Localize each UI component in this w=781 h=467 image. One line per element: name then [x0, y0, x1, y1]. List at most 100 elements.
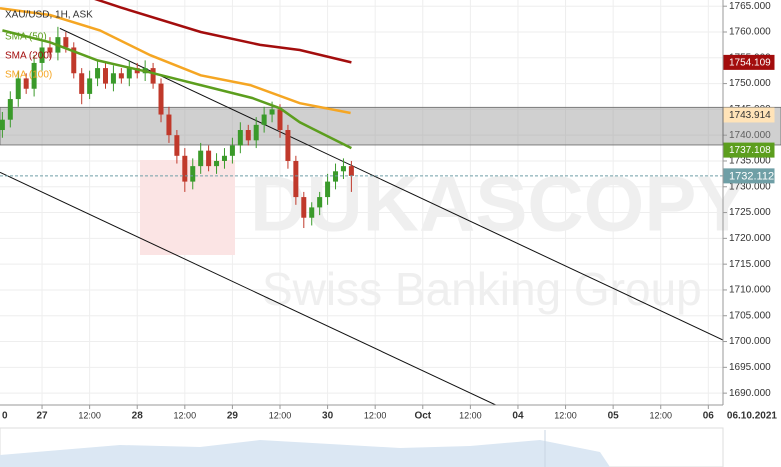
candle-body	[110, 73, 116, 84]
candle-body	[245, 130, 251, 141]
grid	[0, 0, 723, 405]
price-tag	[723, 107, 775, 123]
price-tag	[723, 54, 775, 70]
candle-body	[229, 145, 235, 156]
legend: XAU/USD, 1H, ASK SMA (50) SMA (200) SMA (1…	[5, 10, 93, 81]
x-tick-label: 12:00	[649, 410, 672, 420]
candle-body	[79, 73, 85, 94]
y-tick-label: 1735.000	[729, 156, 771, 167]
legend-entry: SMA (50)	[5, 32, 47, 43]
candle-body	[206, 150, 212, 167]
x-tick-label: 30	[322, 411, 334, 422]
candle-body	[309, 207, 315, 218]
trend-line	[0, 171, 496, 405]
y-tick-label: 1700.000	[729, 336, 771, 347]
candle-body	[214, 160, 220, 167]
candle-body	[7, 99, 13, 120]
x-tick-label: 06.10.2021	[727, 411, 777, 422]
y-tick-label: 1710.000	[729, 285, 771, 296]
candle-body	[15, 78, 21, 100]
candle-body	[333, 171, 339, 182]
candle-body	[348, 166, 354, 176]
candle-body	[317, 197, 323, 208]
price-tag-label: 1754.109	[729, 58, 771, 69]
x-tick-label: 06	[703, 411, 715, 422]
x-tick-label: 0	[2, 411, 8, 422]
price-tag	[723, 168, 775, 184]
y-tick-label: 1695.000	[729, 362, 771, 373]
navigator	[0, 427, 724, 467]
candle-body	[293, 160, 299, 198]
candle-body	[87, 78, 93, 94]
y-tick-label: 1765.000	[729, 1, 771, 12]
candle-body	[285, 130, 291, 161]
x-tick-label: 28	[132, 411, 144, 422]
candle-body	[269, 109, 275, 115]
candle-body	[277, 109, 283, 131]
candle-body	[325, 181, 331, 198]
candle-body	[166, 114, 172, 136]
candle-body	[182, 155, 188, 182]
sma-line	[2, 29, 352, 150]
x-tick-label: 05	[608, 411, 620, 422]
x-tick-label: 27	[36, 411, 48, 422]
candle-body	[31, 62, 37, 89]
x-tick-label: 04	[512, 411, 524, 422]
candle-body	[126, 68, 132, 79]
sma-line	[0, 7, 351, 115]
x-tick-label: Oct	[414, 411, 431, 422]
chart-title: XAU/USD, 1H, ASK	[5, 10, 93, 21]
x-tick-label: 12:00	[459, 410, 482, 420]
candle-body	[118, 73, 124, 79]
candle-body	[340, 166, 346, 172]
legend-entry: SMA (200)	[5, 51, 52, 62]
x-tick-label: 12:00	[78, 410, 101, 420]
x-tick-label: 12:00	[554, 410, 577, 420]
y-tick-label: 1750.000	[729, 78, 771, 89]
x-tick-label: 12:00	[174, 410, 197, 420]
candle-body	[23, 78, 29, 89]
candle-body	[71, 47, 77, 74]
y-tick-label: 1690.000	[729, 388, 771, 399]
legend-entry: SMA (100)	[5, 70, 52, 81]
y-tick-label: 1760.000	[729, 27, 771, 38]
candle-body	[95, 68, 101, 79]
navigator-area	[0, 440, 610, 467]
candle-body	[39, 47, 45, 63]
trend-line	[59, 27, 723, 341]
axes: 1765.0001760.0001755.0001750.0001745.000…	[2, 1, 781, 422]
x-tick-label: 12:00	[269, 410, 292, 420]
watermark-logo	[140, 160, 235, 255]
price-tag-label: 1737.108	[729, 145, 771, 156]
candle-body	[158, 83, 164, 115]
x-tick-label: 29	[227, 411, 239, 422]
candle-body	[63, 37, 69, 48]
plot-area	[0, 0, 723, 405]
candle-body	[150, 68, 156, 84]
zone	[0, 106, 723, 146]
candle-body	[174, 135, 180, 156]
price-tag	[723, 142, 775, 158]
candle-body	[301, 197, 307, 218]
candle-body	[0, 119, 5, 131]
y-tick-label: 1725.000	[729, 207, 771, 218]
price-tag-label: 1743.914	[729, 110, 771, 121]
candle-body	[237, 130, 243, 146]
y-tick-label: 1740.000	[729, 130, 771, 141]
watermark-tagline: Swiss Banking Group	[262, 263, 702, 315]
y-tick-label: 1715.000	[729, 259, 771, 270]
y-tick-label: 1705.000	[729, 310, 771, 321]
sma-line	[94, 0, 352, 64]
y-tick-label: 1720.000	[729, 233, 771, 244]
price-tag-label: 1732.112	[729, 170, 774, 182]
candle-body	[198, 150, 204, 167]
candle-body	[47, 47, 53, 53]
x-tick-label: 12:00	[364, 410, 387, 420]
candle-body	[190, 166, 196, 182]
candle-body	[221, 155, 227, 161]
candle-body	[102, 68, 108, 84]
candle-body	[253, 124, 259, 141]
candle-body	[261, 114, 267, 125]
y-tick-label: 1730.000	[729, 181, 771, 192]
